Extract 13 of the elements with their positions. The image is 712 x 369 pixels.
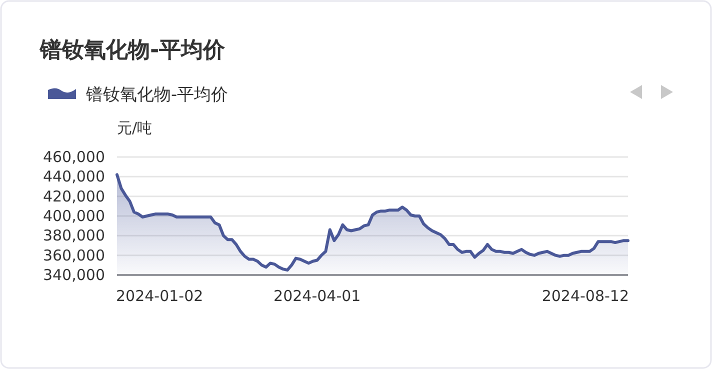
y-tick-label: 380,000 [42, 226, 105, 245]
x-tick-label: 2024-04-01 [274, 287, 361, 305]
legend-label: 镨钕氧化物-平均价 [85, 85, 228, 105]
y-tick-label: 460,000 [42, 148, 105, 166]
y-tick-label: 420,000 [42, 187, 105, 206]
y-axis-title: 元/吨 [117, 119, 152, 137]
x-tick-label: 2024-01-02 [116, 287, 204, 305]
y-tick-label: 340,000 [42, 266, 105, 284]
chart-title: 镨钕氧化物-平均价 [39, 38, 226, 63]
x-tick-label: 2024-08-12 [542, 287, 630, 305]
y-tick-label: 400,000 [42, 207, 105, 225]
y-tick-label: 360,000 [42, 246, 105, 264]
y-tick-label: 440,000 [42, 168, 105, 186]
